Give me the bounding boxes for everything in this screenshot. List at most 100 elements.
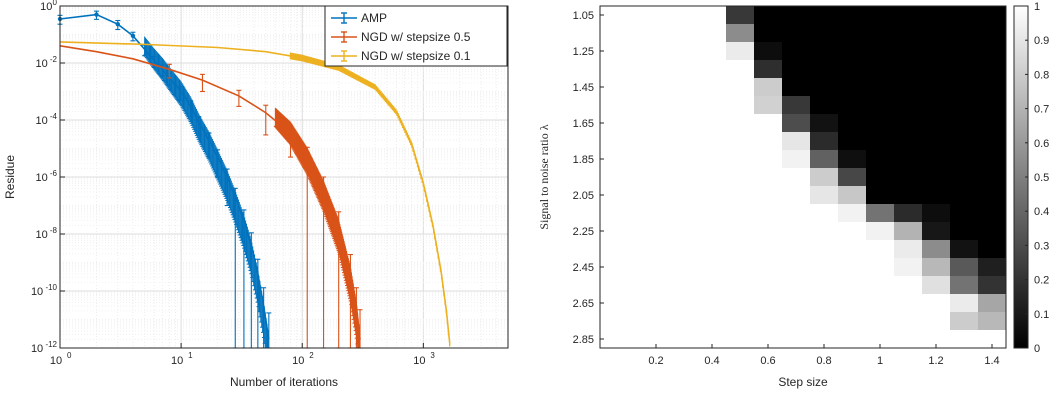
heatmap-cell	[838, 150, 867, 169]
y-tick-exponent: -10	[45, 283, 57, 292]
heatmap-cell	[782, 258, 811, 277]
heatmap-cell	[726, 132, 755, 151]
y-tick-label: 10	[36, 115, 48, 127]
heatmap-cell	[600, 168, 615, 187]
legend-label: NGD w/ stepsize 0.1	[361, 49, 471, 63]
heatmap-cell	[810, 150, 839, 169]
heatmap-cell	[782, 150, 811, 169]
heatmap-cell	[698, 294, 727, 313]
heatmap-cell	[978, 24, 1007, 43]
heatmap-cell	[670, 132, 699, 151]
heatmap-y-tick-label: 1.85	[573, 154, 594, 166]
series-marker	[130, 33, 136, 39]
heatmap-cell	[670, 114, 699, 133]
heatmap-cell	[838, 276, 867, 295]
heatmap-cell	[698, 42, 727, 61]
heatmap-cell	[894, 276, 923, 295]
heatmap-cell	[866, 168, 895, 187]
heatmap-cell	[978, 96, 1007, 115]
heatmap-cell	[810, 42, 839, 61]
heatmap-cell	[894, 42, 923, 61]
x-tick-label: 10	[292, 355, 304, 367]
heatmap-x-tick-label: 0.8	[816, 355, 831, 367]
heatmap-cell	[670, 258, 699, 277]
heatmap-cell	[754, 132, 783, 151]
colorbar-tick-label: 0.1	[1034, 309, 1049, 321]
colorbar-tick-label: 0.3	[1034, 240, 1049, 252]
heatmap-cell	[922, 222, 951, 241]
x-tick-label: 10	[413, 355, 425, 367]
heatmap-cell	[810, 186, 839, 205]
heatmap-cell	[894, 168, 923, 187]
heatmap-cell	[642, 42, 671, 61]
heatmap-cell	[726, 78, 755, 97]
heatmap-y-tick-label: 2.25	[573, 226, 594, 238]
heatmap-cell	[600, 276, 615, 295]
heatmap-cell	[978, 132, 1007, 151]
heatmap-cell	[614, 204, 643, 223]
heatmap-cell	[838, 240, 867, 259]
heatmap-cell	[726, 114, 755, 133]
heatmap-cell	[950, 294, 979, 313]
heatmap-cell	[642, 204, 671, 223]
heatmap-cell	[726, 150, 755, 169]
heatmap-cell	[838, 258, 867, 277]
heatmap-cell	[670, 42, 699, 61]
residue-series-group	[57, 10, 451, 349]
heatmap-cell	[894, 96, 923, 115]
heatmap-cell	[810, 114, 839, 133]
heatmap-cell	[922, 204, 951, 223]
heatmap-cell	[866, 96, 895, 115]
heatmap-cell	[600, 42, 615, 61]
heatmap-cell	[894, 204, 923, 223]
heatmap-cell	[670, 276, 699, 295]
heatmap-y-tick-label: 1.05	[573, 10, 594, 22]
heatmap-cells	[600, 6, 1007, 349]
heatmap-cell	[782, 60, 811, 79]
heatmap-cell	[670, 78, 699, 97]
heatmap-cell	[838, 24, 867, 43]
heatmap-cell	[726, 276, 755, 295]
heatmap-cell	[810, 60, 839, 79]
heatmap-cell	[838, 114, 867, 133]
heatmap-cell	[614, 240, 643, 259]
heatmap-cell	[614, 276, 643, 295]
colorbar-tick-label: 0.2	[1034, 275, 1049, 287]
heatmap-cell	[726, 186, 755, 205]
heatmap-cell	[810, 240, 839, 259]
heatmap-cell	[670, 6, 699, 25]
heatmap-x-tick-label: 1	[877, 355, 883, 367]
heatmap-cell	[922, 24, 951, 43]
heatmap-cell	[866, 132, 895, 151]
heatmap-cell	[950, 312, 979, 331]
heatmap-cell	[698, 60, 727, 79]
heatmap-cell	[726, 294, 755, 313]
heatmap-x-tick-label: 0.6	[760, 355, 775, 367]
legend-label: AMP	[361, 11, 387, 25]
heatmap-cell	[614, 186, 643, 205]
heatmap-cell	[670, 222, 699, 241]
heatmap-cell	[642, 96, 671, 115]
heatmap-cell	[838, 294, 867, 313]
heatmap-cell	[810, 78, 839, 97]
heatmap-cell	[810, 24, 839, 43]
heatmap-cell	[810, 6, 839, 25]
heatmap-cell	[698, 114, 727, 133]
heatmap-cell	[642, 150, 671, 169]
heatmap-cell	[866, 186, 895, 205]
heatmap-cell	[754, 276, 783, 295]
heatmap-cell	[866, 240, 895, 259]
colorbar-tick-label: 0.4	[1034, 206, 1049, 218]
heatmap-cell	[978, 114, 1007, 133]
heatmap-cell	[670, 96, 699, 115]
x-tick-exponent: 2	[309, 351, 314, 360]
heatmap-ticks: 0.2 0.4 0.6 0.8 1 1.2 1.4 1.05 1.25 1.45 1.65 1.85 2…	[573, 10, 1000, 367]
heatmap-cell	[600, 312, 615, 331]
heatmap-cell	[950, 60, 979, 79]
heatmap-cell	[670, 60, 699, 79]
heatmap-cell	[698, 168, 727, 187]
heatmap-cell	[614, 78, 643, 97]
heatmap-cell	[978, 240, 1007, 259]
heatmap-cell	[726, 330, 755, 349]
heatmap-cell	[698, 222, 727, 241]
